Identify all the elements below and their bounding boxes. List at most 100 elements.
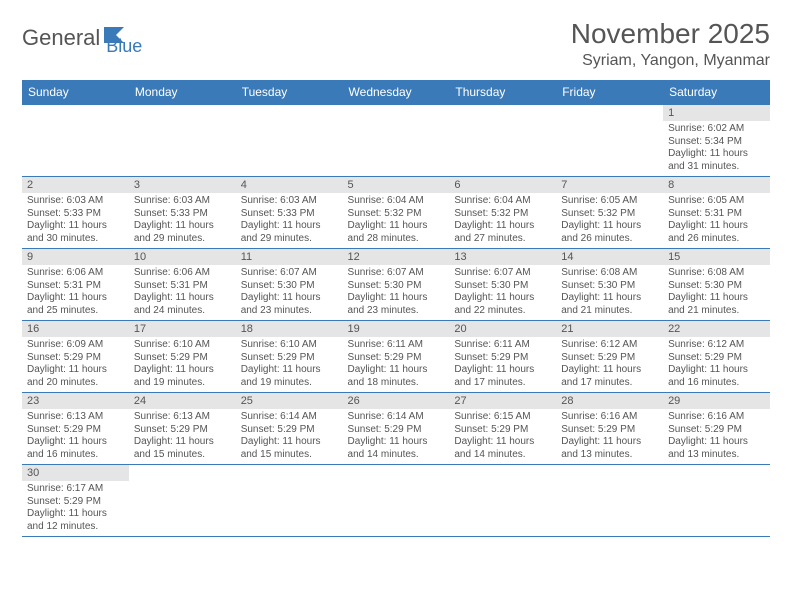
day-header: Saturday — [663, 80, 770, 105]
day-details: Sunrise: 6:08 AMSunset: 5:30 PMDaylight:… — [663, 265, 770, 320]
day-details: Sunrise: 6:06 AMSunset: 5:31 PMDaylight:… — [129, 265, 236, 320]
calendar-day-cell: 29Sunrise: 6:16 AMSunset: 5:29 PMDayligh… — [663, 393, 770, 465]
day-number: 26 — [343, 393, 450, 409]
calendar-day-cell: 21Sunrise: 6:12 AMSunset: 5:29 PMDayligh… — [556, 321, 663, 393]
day-number: 28 — [556, 393, 663, 409]
calendar-week-row: 23Sunrise: 6:13 AMSunset: 5:29 PMDayligh… — [22, 393, 770, 465]
calendar-day-cell: 25Sunrise: 6:14 AMSunset: 5:29 PMDayligh… — [236, 393, 343, 465]
day-header-row: Sunday Monday Tuesday Wednesday Thursday… — [22, 80, 770, 105]
day-header: Tuesday — [236, 80, 343, 105]
day-details: Sunrise: 6:14 AMSunset: 5:29 PMDaylight:… — [343, 409, 450, 464]
calendar-day-cell: 12Sunrise: 6:07 AMSunset: 5:30 PMDayligh… — [343, 249, 450, 321]
calendar-day-cell: 13Sunrise: 6:07 AMSunset: 5:30 PMDayligh… — [449, 249, 556, 321]
calendar-day-cell — [556, 465, 663, 537]
day-number: 13 — [449, 249, 556, 265]
day-details: Sunrise: 6:11 AMSunset: 5:29 PMDaylight:… — [449, 337, 556, 392]
day-number: 24 — [129, 393, 236, 409]
day-header: Monday — [129, 80, 236, 105]
calendar-day-cell: 7Sunrise: 6:05 AMSunset: 5:32 PMDaylight… — [556, 177, 663, 249]
day-number: 25 — [236, 393, 343, 409]
day-details: Sunrise: 6:12 AMSunset: 5:29 PMDaylight:… — [556, 337, 663, 392]
day-number: 30 — [22, 465, 129, 481]
day-details: Sunrise: 6:05 AMSunset: 5:32 PMDaylight:… — [556, 193, 663, 248]
calendar-day-cell — [343, 105, 450, 177]
calendar-day-cell: 4Sunrise: 6:03 AMSunset: 5:33 PMDaylight… — [236, 177, 343, 249]
day-details: Sunrise: 6:17 AMSunset: 5:29 PMDaylight:… — [22, 481, 129, 536]
day-number: 12 — [343, 249, 450, 265]
day-details: Sunrise: 6:15 AMSunset: 5:29 PMDaylight:… — [449, 409, 556, 464]
day-number: 5 — [343, 177, 450, 193]
day-number: 27 — [449, 393, 556, 409]
day-header: Friday — [556, 80, 663, 105]
day-number: 19 — [343, 321, 450, 337]
day-number: 15 — [663, 249, 770, 265]
day-header: Thursday — [449, 80, 556, 105]
day-number: 29 — [663, 393, 770, 409]
calendar-day-cell: 11Sunrise: 6:07 AMSunset: 5:30 PMDayligh… — [236, 249, 343, 321]
day-details: Sunrise: 6:06 AMSunset: 5:31 PMDaylight:… — [22, 265, 129, 320]
header: General Blue November 2025 Syriam, Yango… — [22, 18, 770, 70]
day-details: Sunrise: 6:12 AMSunset: 5:29 PMDaylight:… — [663, 337, 770, 392]
calendar-day-cell: 26Sunrise: 6:14 AMSunset: 5:29 PMDayligh… — [343, 393, 450, 465]
day-details: Sunrise: 6:04 AMSunset: 5:32 PMDaylight:… — [343, 193, 450, 248]
calendar-day-cell: 1Sunrise: 6:02 AMSunset: 5:34 PMDaylight… — [663, 105, 770, 177]
calendar-week-row: 2Sunrise: 6:03 AMSunset: 5:33 PMDaylight… — [22, 177, 770, 249]
calendar-day-cell — [22, 105, 129, 177]
day-details: Sunrise: 6:03 AMSunset: 5:33 PMDaylight:… — [236, 193, 343, 248]
calendar-day-cell — [236, 465, 343, 537]
day-details: Sunrise: 6:05 AMSunset: 5:31 PMDaylight:… — [663, 193, 770, 248]
calendar-day-cell: 30Sunrise: 6:17 AMSunset: 5:29 PMDayligh… — [22, 465, 129, 537]
day-details: Sunrise: 6:02 AMSunset: 5:34 PMDaylight:… — [663, 121, 770, 176]
calendar-day-cell: 16Sunrise: 6:09 AMSunset: 5:29 PMDayligh… — [22, 321, 129, 393]
day-details: Sunrise: 6:07 AMSunset: 5:30 PMDaylight:… — [343, 265, 450, 320]
day-number: 1 — [663, 105, 770, 121]
month-title: November 2025 — [571, 18, 770, 50]
calendar-day-cell — [449, 105, 556, 177]
day-number: 21 — [556, 321, 663, 337]
calendar-day-cell: 18Sunrise: 6:10 AMSunset: 5:29 PMDayligh… — [236, 321, 343, 393]
day-number: 18 — [236, 321, 343, 337]
calendar-day-cell — [663, 465, 770, 537]
day-number: 10 — [129, 249, 236, 265]
day-number: 7 — [556, 177, 663, 193]
calendar-week-row: 30Sunrise: 6:17 AMSunset: 5:29 PMDayligh… — [22, 465, 770, 537]
location: Syriam, Yangon, Myanmar — [571, 52, 770, 70]
calendar-day-cell: 22Sunrise: 6:12 AMSunset: 5:29 PMDayligh… — [663, 321, 770, 393]
day-details: Sunrise: 6:08 AMSunset: 5:30 PMDaylight:… — [556, 265, 663, 320]
day-details: Sunrise: 6:11 AMSunset: 5:29 PMDaylight:… — [343, 337, 450, 392]
day-number: 9 — [22, 249, 129, 265]
day-details: Sunrise: 6:04 AMSunset: 5:32 PMDaylight:… — [449, 193, 556, 248]
calendar-day-cell: 17Sunrise: 6:10 AMSunset: 5:29 PMDayligh… — [129, 321, 236, 393]
day-details: Sunrise: 6:09 AMSunset: 5:29 PMDaylight:… — [22, 337, 129, 392]
day-number: 8 — [663, 177, 770, 193]
calendar-day-cell — [129, 105, 236, 177]
calendar-day-cell: 5Sunrise: 6:04 AMSunset: 5:32 PMDaylight… — [343, 177, 450, 249]
day-details: Sunrise: 6:10 AMSunset: 5:29 PMDaylight:… — [129, 337, 236, 392]
calendar-day-cell: 2Sunrise: 6:03 AMSunset: 5:33 PMDaylight… — [22, 177, 129, 249]
calendar-day-cell: 15Sunrise: 6:08 AMSunset: 5:30 PMDayligh… — [663, 249, 770, 321]
day-details: Sunrise: 6:16 AMSunset: 5:29 PMDaylight:… — [663, 409, 770, 464]
calendar-day-cell — [449, 465, 556, 537]
day-number: 3 — [129, 177, 236, 193]
day-number: 16 — [22, 321, 129, 337]
day-details: Sunrise: 6:10 AMSunset: 5:29 PMDaylight:… — [236, 337, 343, 392]
day-number: 14 — [556, 249, 663, 265]
day-header: Sunday — [22, 80, 129, 105]
calendar-day-cell — [343, 465, 450, 537]
calendar-week-row: 1Sunrise: 6:02 AMSunset: 5:34 PMDaylight… — [22, 105, 770, 177]
day-details: Sunrise: 6:03 AMSunset: 5:33 PMDaylight:… — [129, 193, 236, 248]
day-number: 17 — [129, 321, 236, 337]
calendar-week-row: 9Sunrise: 6:06 AMSunset: 5:31 PMDaylight… — [22, 249, 770, 321]
calendar-day-cell: 27Sunrise: 6:15 AMSunset: 5:29 PMDayligh… — [449, 393, 556, 465]
day-number: 6 — [449, 177, 556, 193]
day-details: Sunrise: 6:03 AMSunset: 5:33 PMDaylight:… — [22, 193, 129, 248]
title-block: November 2025 Syriam, Yangon, Myanmar — [571, 18, 770, 70]
day-details: Sunrise: 6:07 AMSunset: 5:30 PMDaylight:… — [449, 265, 556, 320]
day-details: Sunrise: 6:13 AMSunset: 5:29 PMDaylight:… — [22, 409, 129, 464]
day-number: 2 — [22, 177, 129, 193]
calendar-day-cell: 23Sunrise: 6:13 AMSunset: 5:29 PMDayligh… — [22, 393, 129, 465]
calendar-day-cell: 3Sunrise: 6:03 AMSunset: 5:33 PMDaylight… — [129, 177, 236, 249]
day-number: 20 — [449, 321, 556, 337]
calendar-day-cell: 24Sunrise: 6:13 AMSunset: 5:29 PMDayligh… — [129, 393, 236, 465]
calendar-day-cell: 8Sunrise: 6:05 AMSunset: 5:31 PMDaylight… — [663, 177, 770, 249]
